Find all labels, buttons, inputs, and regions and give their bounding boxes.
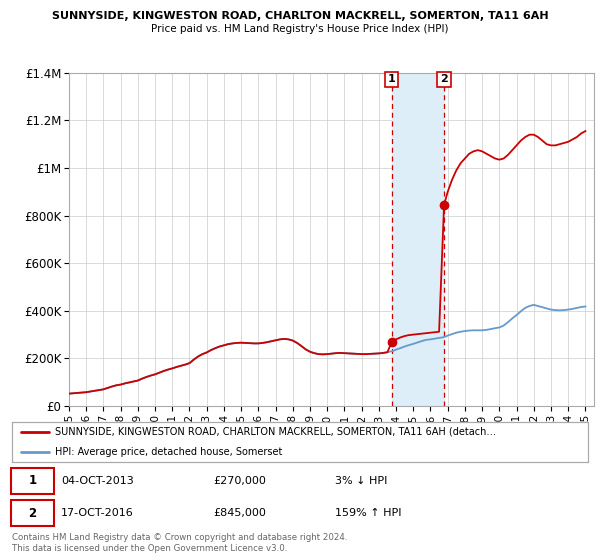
Bar — [392, 73, 444, 406]
Text: 04-OCT-2013: 04-OCT-2013 — [61, 476, 134, 486]
Text: £845,000: £845,000 — [214, 508, 266, 518]
FancyBboxPatch shape — [11, 500, 54, 526]
FancyBboxPatch shape — [11, 468, 54, 494]
Text: Price paid vs. HM Land Registry's House Price Index (HPI): Price paid vs. HM Land Registry's House … — [151, 24, 449, 34]
Text: 17-OCT-2016: 17-OCT-2016 — [61, 508, 134, 518]
Text: 1: 1 — [388, 74, 395, 85]
Text: SUNNYSIDE, KINGWESTON ROAD, CHARLTON MACKRELL, SOMERTON, TA11 6AH: SUNNYSIDE, KINGWESTON ROAD, CHARLTON MAC… — [52, 11, 548, 21]
Text: 2: 2 — [440, 74, 448, 85]
Text: 159% ↑ HPI: 159% ↑ HPI — [335, 508, 401, 518]
Text: 1: 1 — [28, 474, 37, 487]
Text: 2: 2 — [28, 507, 37, 520]
Text: 3% ↓ HPI: 3% ↓ HPI — [335, 476, 387, 486]
Text: £270,000: £270,000 — [214, 476, 266, 486]
Text: Contains HM Land Registry data © Crown copyright and database right 2024.
This d: Contains HM Land Registry data © Crown c… — [12, 533, 347, 553]
Text: SUNNYSIDE, KINGWESTON ROAD, CHARLTON MACKRELL, SOMERTON, TA11 6AH (detach…: SUNNYSIDE, KINGWESTON ROAD, CHARLTON MAC… — [55, 427, 496, 437]
Text: HPI: Average price, detached house, Somerset: HPI: Average price, detached house, Some… — [55, 447, 283, 457]
